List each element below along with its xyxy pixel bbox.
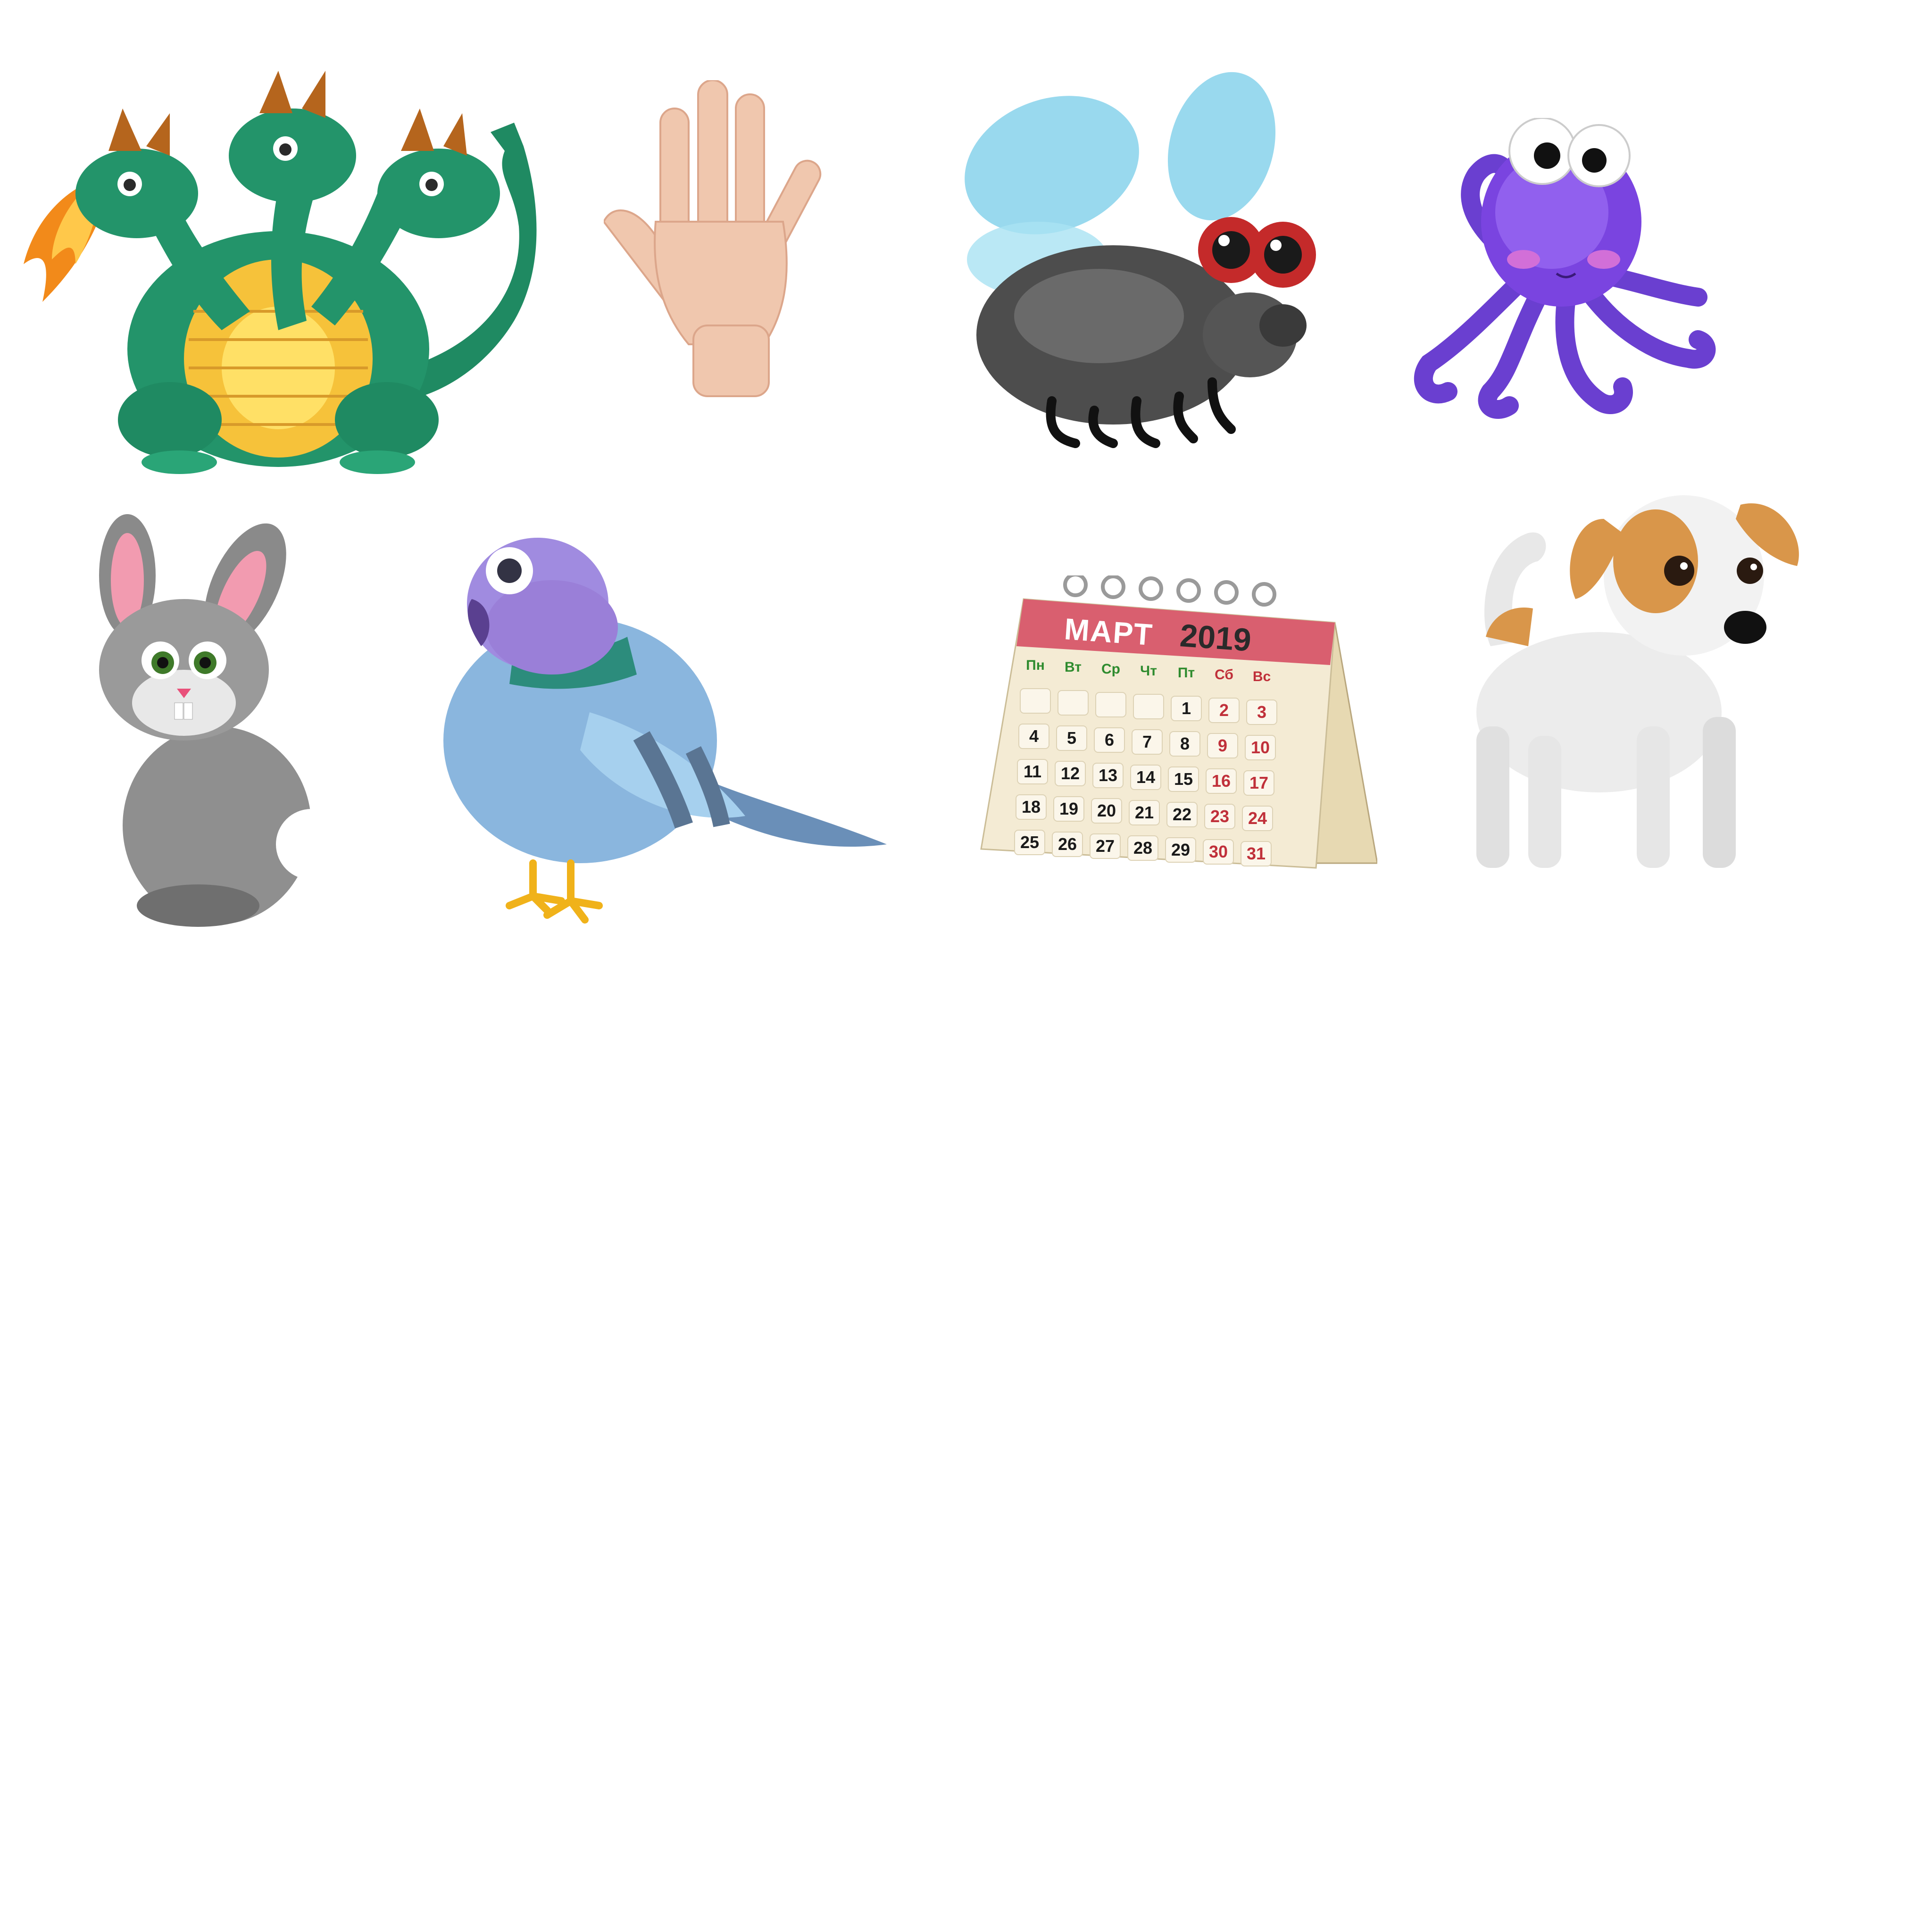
- blue-pigeon-icon: [443, 538, 887, 924]
- calendar-cell: [1242, 806, 1273, 831]
- calendar-cell: [1169, 731, 1200, 757]
- hand-illustration: [604, 80, 849, 401]
- calendar-cell: [1014, 830, 1045, 855]
- dragon-illustration: [14, 38, 542, 481]
- calendar-header: [1016, 599, 1335, 665]
- calendar-day: 21: [1135, 803, 1154, 822]
- calendar-weekday: Вс: [1253, 669, 1271, 684]
- calendar-day: 23: [1210, 807, 1229, 826]
- three-headed-dragon-icon: [24, 71, 537, 474]
- calendar-cell: [1090, 833, 1121, 859]
- calendar-day: 30: [1209, 842, 1228, 861]
- rabbit-illustration: [90, 514, 349, 934]
- calendar-weekday: Вт: [1065, 659, 1082, 675]
- calendar-cell: [1171, 696, 1202, 721]
- calendar-day: 31: [1247, 844, 1266, 863]
- octopus-illustration: [1401, 118, 1726, 420]
- open-palm-hand-icon: [604, 80, 822, 397]
- dog-illustration: [1457, 491, 1816, 887]
- calendar-day: 12: [1061, 764, 1080, 783]
- calendar-day: 4: [1029, 726, 1039, 746]
- calendar-illustration: МАРТ 2019 Пн Вт Ср Чт Пт Сб Вс 1 2 3 4 5 6 7 8 9 10 11 12…: [972, 575, 1377, 887]
- calendar-month: МАРТ: [1063, 612, 1154, 652]
- calendar-cell: [1130, 765, 1161, 790]
- calendar-day: 24: [1248, 808, 1267, 828]
- calendar-day: 7: [1142, 732, 1152, 751]
- calendar-weekday: Чт: [1140, 663, 1157, 679]
- calendar-cell: [1053, 796, 1084, 822]
- calendar-cell: [1092, 763, 1124, 788]
- calendar-cell: [1204, 804, 1235, 829]
- calendar-day: 15: [1174, 769, 1193, 789]
- calendar-cell: [1246, 700, 1277, 725]
- calendar-cell: [1094, 727, 1125, 753]
- calendar-day: 3: [1257, 702, 1266, 722]
- calendar-cell: [1133, 694, 1164, 719]
- calendar-day: 1: [1182, 699, 1191, 718]
- calendar-day: 26: [1058, 834, 1077, 854]
- calendar-cell: [1058, 690, 1089, 716]
- calendar-weekday: Пт: [1178, 665, 1195, 681]
- cartoon-fly-icon: [965, 72, 1316, 448]
- calendar-day: 18: [1022, 797, 1041, 816]
- calendar-cell: [1245, 735, 1276, 760]
- calendar-day: 27: [1096, 836, 1115, 856]
- calendar-day: 29: [1171, 840, 1190, 859]
- grey-rabbit-icon: [99, 514, 347, 927]
- calendar-day: 25: [1020, 833, 1039, 852]
- calendar-cell: [1166, 802, 1198, 827]
- calendar-day: 14: [1136, 767, 1155, 787]
- calendar-day: 13: [1099, 766, 1117, 785]
- calendar-cell: [1241, 841, 1272, 866]
- calendar-cell: [1017, 759, 1048, 784]
- calendar-cell: [1206, 768, 1237, 794]
- calendar-day: 8: [1180, 734, 1190, 753]
- calendar-day: 10: [1251, 738, 1270, 757]
- calendar-day: 6: [1105, 730, 1114, 749]
- calendar-day: 11: [1024, 762, 1041, 781]
- calendar-cell: [1052, 832, 1083, 857]
- calendar-cell: [1132, 729, 1163, 755]
- calendar-cell: [1056, 725, 1087, 751]
- calendar-cell: [1165, 837, 1196, 863]
- calendar-cell: [1129, 800, 1160, 825]
- calendar-day: 20: [1097, 801, 1116, 820]
- calendar-year: 2019: [1179, 617, 1252, 658]
- purple-octopus-icon: [1414, 118, 1716, 419]
- calendar-cell: [1243, 770, 1274, 796]
- calendar-cell: [1208, 698, 1240, 723]
- calendar-cell: [1168, 766, 1199, 792]
- calendar-weekday: Сб: [1215, 667, 1233, 683]
- calendar-day: 16: [1212, 771, 1231, 791]
- calendar-day: 19: [1059, 799, 1078, 818]
- calendar-weekday: Ср: [1101, 661, 1120, 677]
- pigeon-illustration: [439, 533, 891, 929]
- calendar-weekday: Пн: [1026, 658, 1045, 673]
- calendar-cell: [1020, 688, 1051, 714]
- jack-russell-dog-icon: [1476, 495, 1799, 868]
- calendar-day: 9: [1218, 736, 1227, 755]
- calendar-day: 17: [1249, 773, 1268, 792]
- calendar-cell: [1055, 761, 1086, 786]
- calendar-cell: [1095, 692, 1126, 717]
- calendar-day: 2: [1219, 700, 1229, 720]
- calendar-cell: [1016, 794, 1047, 820]
- calendar-cell: [1091, 798, 1122, 824]
- calendar-weekday-row: Пн Вт Ср Чт Пт Сб Вс: [1026, 658, 1271, 684]
- calendar-day: 22: [1173, 805, 1191, 824]
- calendar-cell: [1203, 839, 1234, 865]
- calendar-day: 5: [1067, 728, 1076, 748]
- calendar-cell: [1207, 733, 1238, 758]
- calendar-day: 28: [1133, 838, 1152, 858]
- calendar-cell: [1127, 835, 1158, 861]
- calendar-cell: [1018, 724, 1049, 749]
- fly-illustration: [958, 71, 1325, 448]
